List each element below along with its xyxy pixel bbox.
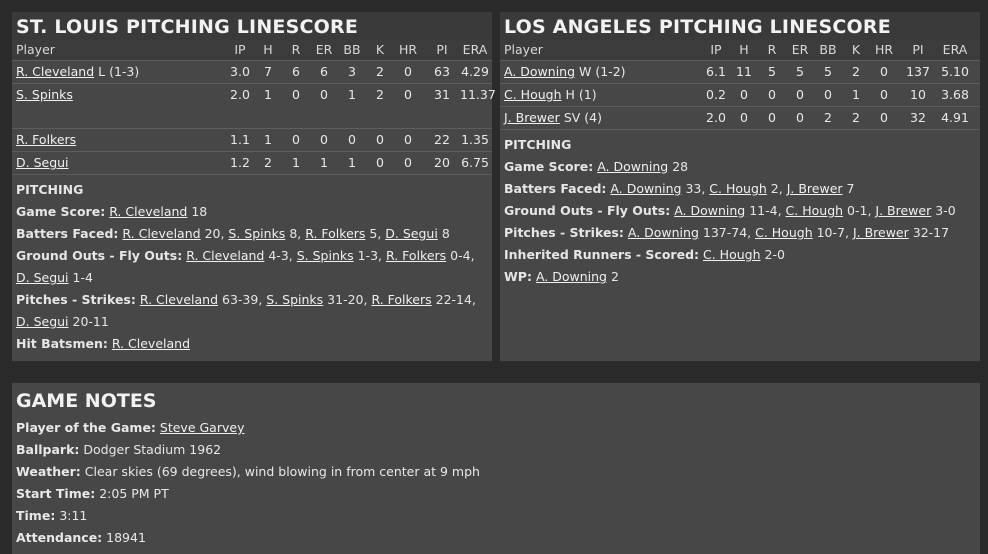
player-link[interactable]: R. Cleveland bbox=[111, 336, 190, 351]
col-era: ERA bbox=[462, 42, 488, 57]
la-pitching-panel: LOS ANGELES PITCHING LINESCORE Player IP… bbox=[500, 12, 980, 361]
batters-faced-line: Batters Faced: A. Downing 33, C. Hough 2… bbox=[504, 181, 855, 196]
player-link[interactable]: C. Hough bbox=[703, 247, 761, 262]
player-link[interactable]: S. Spinks bbox=[16, 87, 73, 102]
table-row: D. Segui 1.2 2 1 1 1 0 0 20 6.75 bbox=[12, 152, 492, 175]
table-header-row: Player IP H R ER BB K HR PI ERA bbox=[12, 40, 492, 61]
player-link[interactable]: D. Segui bbox=[385, 226, 438, 241]
player-link[interactable]: C. Hough bbox=[504, 87, 562, 102]
player-link[interactable]: C. Hough bbox=[785, 203, 844, 218]
player-link[interactable]: A. Downing bbox=[597, 159, 669, 174]
ground-fly-outs-line: Ground Outs - Fly Outs: R. Cleveland 4-3… bbox=[16, 248, 475, 285]
player-link[interactable]: J. Brewer bbox=[504, 110, 560, 125]
col-ip: IP bbox=[234, 42, 246, 57]
section-heading: PITCHING bbox=[16, 182, 84, 197]
col-ip: IP bbox=[710, 42, 722, 57]
player-link[interactable]: R. Cleveland bbox=[186, 248, 265, 263]
weather-line: Weather: Clear skies (69 degrees), wind … bbox=[16, 464, 480, 479]
attendance-line: Attendance: 18941 bbox=[16, 530, 146, 545]
stl-linescore-table: Player IP H R ER BB K HR PI ERA R. Cleve… bbox=[12, 40, 496, 175]
pitches-strikes-line: Pitches - Strikes: A. Downing 137-74, C.… bbox=[504, 225, 950, 240]
player-link[interactable]: R. Folkers bbox=[385, 248, 447, 263]
player-link[interactable]: J. Brewer bbox=[875, 203, 932, 218]
player-link[interactable]: R. Cleveland bbox=[139, 292, 219, 307]
col-player: Player bbox=[504, 42, 543, 57]
player-link[interactable]: R. Folkers bbox=[305, 226, 366, 241]
player-link[interactable]: A. Downing bbox=[504, 64, 576, 79]
start-time-line: Start Time: 2:05 PM PT bbox=[16, 486, 169, 501]
player-link[interactable]: A. Downing bbox=[627, 225, 699, 240]
player-link[interactable]: R. Folkers bbox=[371, 292, 432, 307]
hit-batsmen-line: Hit Batsmen: R. Cleveland bbox=[16, 336, 190, 351]
game-notes-title: GAME NOTES bbox=[16, 390, 157, 412]
col-r: R bbox=[767, 42, 777, 57]
col-bb: BB bbox=[819, 42, 837, 57]
table-header-row: Player IP H R ER BB K HR PI ERA bbox=[500, 40, 980, 61]
stl-pitching-notes: PITCHING Game Score: R. Cleveland 18 Bat… bbox=[12, 175, 492, 355]
player-link[interactable]: D. Segui bbox=[16, 314, 69, 329]
player-link[interactable]: A. Downing bbox=[674, 203, 746, 218]
player-link[interactable]: Steve Garvey bbox=[159, 420, 245, 435]
ground-fly-outs-line: Ground Outs - Fly Outs: A. Downing 11-4,… bbox=[504, 203, 956, 218]
table-row: S. Spinks 2.0 1 0 0 1 2 0 31 11.37 bbox=[12, 84, 496, 129]
player-link[interactable]: R. Folkers bbox=[16, 132, 77, 147]
player-link[interactable]: D. Segui bbox=[16, 270, 69, 285]
player-link[interactable]: R. Cleveland bbox=[109, 204, 188, 219]
player-link[interactable]: D. Segui bbox=[16, 155, 69, 170]
player-link[interactable]: A. Downing bbox=[610, 181, 682, 196]
wild-pitch-line: WP: A. Downing 2 bbox=[504, 269, 619, 284]
game-score-line: Game Score: R. Cleveland 18 bbox=[16, 204, 208, 219]
game-notes-panel: GAME NOTES Player of the Game: Steve Gar… bbox=[12, 383, 980, 554]
player-link[interactable]: A. Downing bbox=[535, 269, 607, 284]
ballpark-line: Ballpark: Dodger Stadium 1962 bbox=[16, 442, 222, 457]
col-era: ERA bbox=[942, 42, 968, 57]
player-link[interactable]: R. Cleveland bbox=[16, 64, 95, 79]
player-of-game-line: Player of the Game: Steve Garvey bbox=[16, 420, 245, 435]
table-row: C. Hough H (1) 0.2 0 0 0 0 1 0 10 3.68 bbox=[500, 84, 980, 107]
col-pi: PI bbox=[436, 42, 448, 57]
inherited-runners-line: Inherited Runners - Scored: C. Hough 2-0 bbox=[504, 247, 785, 262]
col-er: ER bbox=[791, 42, 809, 57]
la-pitching-notes: PITCHING Game Score: A. Downing 28 Batte… bbox=[500, 130, 980, 288]
col-r: R bbox=[291, 42, 301, 57]
la-panel-title: LOS ANGELES PITCHING LINESCORE bbox=[500, 12, 980, 40]
stl-pitching-panel: ST. LOUIS PITCHING LINESCORE Player IP H… bbox=[12, 12, 496, 361]
batters-faced-line: Batters Faced: R. Cleveland 20, S. Spink… bbox=[16, 226, 450, 241]
game-time-line: Time: 3:11 bbox=[16, 508, 88, 523]
col-hr: HR bbox=[874, 42, 894, 57]
game-score-line: Game Score: A. Downing 28 bbox=[504, 159, 689, 174]
table-row: J. Brewer SV (4) 2.0 0 0 0 2 2 0 32 4.91 bbox=[500, 107, 980, 130]
table-row: R. Cleveland L (1-3) 3.0 7 6 6 3 2 0 63 … bbox=[12, 61, 492, 84]
table-row: A. Downing W (1-2) 6.1 11 5 5 5 2 0 137 … bbox=[500, 61, 980, 84]
player-link[interactable]: S. Spinks bbox=[228, 226, 286, 241]
player-link[interactable]: C. Hough bbox=[755, 225, 813, 240]
player-link[interactable]: C. Hough bbox=[709, 181, 767, 196]
col-h: H bbox=[739, 42, 749, 57]
col-pi: PI bbox=[912, 42, 924, 57]
player-link[interactable]: S. Spinks bbox=[296, 248, 354, 263]
player-link[interactable]: R. Cleveland bbox=[122, 226, 201, 241]
col-hr: HR bbox=[398, 42, 418, 57]
col-k: K bbox=[375, 42, 385, 57]
col-h: H bbox=[263, 42, 273, 57]
player-link[interactable]: S. Spinks bbox=[266, 292, 324, 307]
section-heading: PITCHING bbox=[504, 137, 572, 152]
col-k: K bbox=[851, 42, 861, 57]
player-link[interactable]: J. Brewer bbox=[786, 181, 843, 196]
stl-panel-title: ST. LOUIS PITCHING LINESCORE bbox=[12, 12, 492, 40]
pitches-strikes-line: Pitches - Strikes: R. Cleveland 63-39, S… bbox=[16, 292, 476, 329]
table-row: R. Folkers 1.1 1 0 0 0 0 0 22 1.35 bbox=[12, 129, 492, 152]
col-player: Player bbox=[16, 42, 55, 57]
col-bb: BB bbox=[343, 42, 361, 57]
col-er: ER bbox=[315, 42, 333, 57]
la-linescore-table: Player IP H R ER BB K HR PI ERA A. Downi… bbox=[500, 40, 980, 130]
player-link[interactable]: J. Brewer bbox=[852, 225, 909, 240]
